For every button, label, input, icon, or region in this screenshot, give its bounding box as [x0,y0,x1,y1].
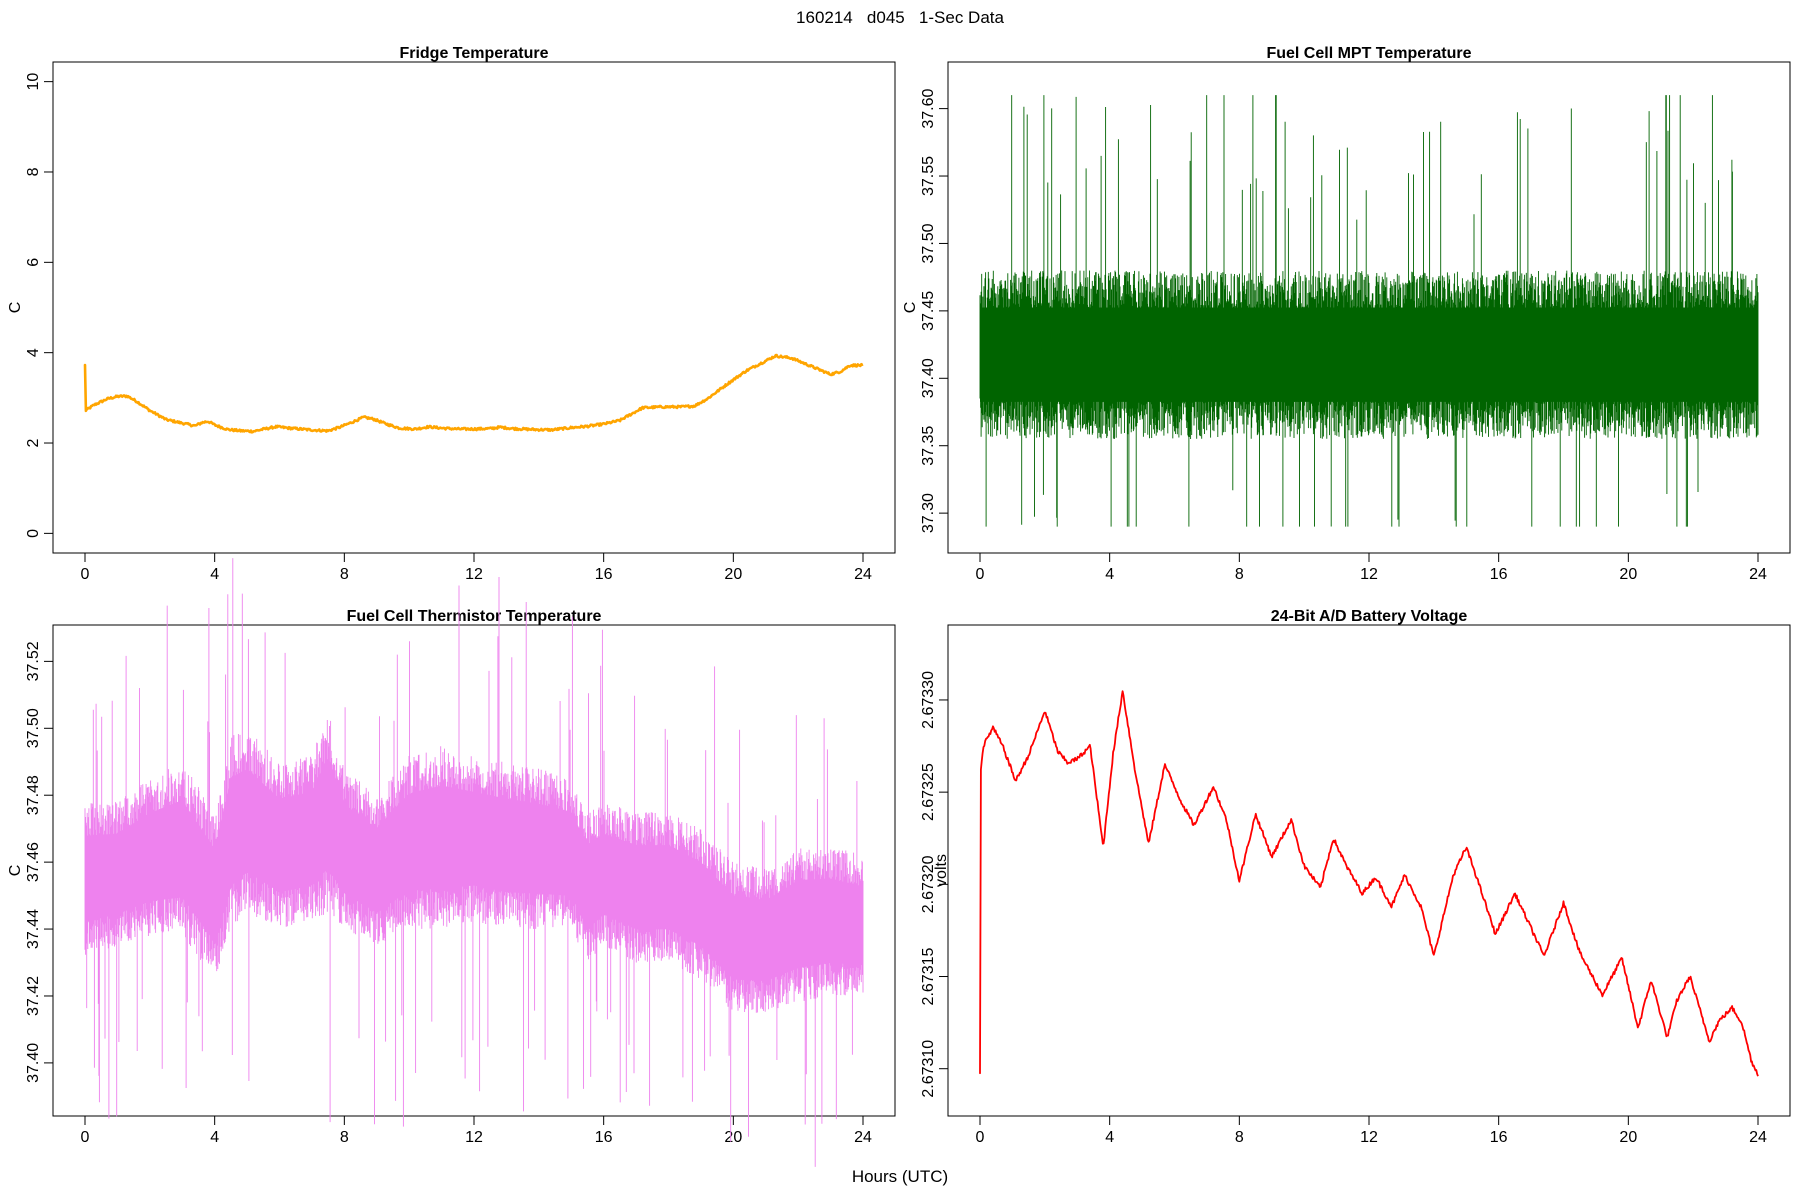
y-tick-label: 2 [25,438,42,447]
x-tick-label: 24 [854,566,872,583]
chart-panel-2: Fuel Cell MPT Temperature C 0 4 8 12 16 20 24 37.… [902,45,1791,583]
series-band [980,307,1758,402]
x-tick-label: 24 [1749,1129,1767,1146]
y-tick-label: 10 [25,73,42,91]
series-marks [979,95,1759,527]
x-tick-label: 0 [976,566,985,583]
y-tick-label: 0 [25,529,42,538]
figure-title: 160214 d045 1-Sec Data [796,8,1004,27]
x-axis: 0 4 8 12 16 20 24 [976,552,1767,583]
x-tick-label: 12 [1360,566,1378,583]
plot-frame [947,624,1791,1117]
y-tick-label: 37.52 [25,641,42,681]
chart-title: 24-Bit A/D Battery Voltage [1271,608,1468,625]
x-tick-label: 8 [340,566,349,583]
plot-frame [52,61,896,554]
y-axis: 0 2 4 6 8 10 [25,73,54,538]
x-tick-label: 24 [1749,566,1767,583]
y-tick-label: 2.67325 [920,763,937,821]
y-tick-label: 37.46 [25,842,42,882]
x-tick-label: 4 [210,1129,219,1146]
x-tick-label: 12 [1360,1129,1378,1146]
x-axis: 0 4 8 12 16 20 24 [81,552,872,583]
x-tick-label: 4 [1105,1129,1114,1146]
y-tick-label: 2.67320 [920,855,937,913]
y-tick-label: 37.55 [920,156,937,196]
y-axis-label: volts [933,854,950,887]
y-tick-label: 2.67315 [920,948,937,1006]
x-tick-label: 16 [1490,566,1508,583]
series-marks [84,558,864,1167]
y-axis: 37.30 37.35 37.40 37.45 37.50 37.55 37.60 [920,88,949,533]
y-axis-label: C [902,302,919,314]
x-axis: 0 4 8 12 16 20 24 [81,1115,872,1146]
y-tick-label: 37.42 [25,976,42,1016]
x-tick-label: 12 [465,1129,483,1146]
y-tick-label: 37.40 [920,358,937,398]
x-tick-label: 20 [1619,566,1637,583]
x-tick-label: 12 [465,566,483,583]
x-axis-caption: Hours (UTC) [851,1167,949,1186]
series-line [83,353,864,434]
series-marks [979,690,1759,1077]
x-tick-label: 16 [1490,1129,1508,1146]
y-tick-label: 37.35 [920,426,937,466]
y-axis: 2.67310 2.67315 2.67320 2.67325 2.67330 [920,671,949,1098]
chart-panel-4: 24-Bit A/D Battery Voltage volts 0 4 8 12 16 20… [920,608,1791,1146]
x-tick-label: 20 [724,1129,742,1146]
y-tick-label: 37.30 [920,493,937,533]
x-tick-label: 16 [595,1129,613,1146]
y-tick-label: 37.44 [25,909,42,949]
chart-title: Fuel Cell MPT Temperature [1266,45,1471,62]
y-tick-label: 8 [25,167,42,176]
y-axis-label: C [7,302,24,314]
chart-title: Fridge Temperature [399,45,548,62]
x-tick-label: 8 [1235,1129,1244,1146]
x-tick-label: 0 [976,1129,985,1146]
x-tick-label: 0 [81,566,90,583]
y-tick-label: 6 [25,258,42,267]
x-tick-label: 4 [1105,566,1114,583]
y-axis-label: C [7,865,24,877]
y-tick-label: 37.40 [25,1043,42,1083]
x-tick-label: 20 [724,566,742,583]
series-line [979,690,1759,1077]
series-band [85,760,863,982]
y-axis: 37.40 37.42 37.44 37.46 37.48 37.50 37.52 [25,641,54,1083]
y-tick-label: 37.45 [920,291,937,331]
x-tick-label: 0 [81,1129,90,1146]
x-tick-label: 16 [595,566,613,583]
y-tick-label: 2.67310 [920,1040,937,1098]
y-tick-label: 2.67330 [920,671,937,729]
y-tick-label: 37.48 [25,775,42,815]
y-tick-label: 37.50 [920,223,937,263]
y-tick-label: 37.50 [25,708,42,748]
x-tick-label: 8 [340,1129,349,1146]
chart-title: Fuel Cell Thermistor Temperature [347,608,602,625]
x-axis: 0 4 8 12 16 20 24 [976,1115,1767,1146]
x-tick-label: 4 [210,566,219,583]
x-tick-label: 24 [854,1129,872,1146]
x-tick-label: 8 [1235,566,1244,583]
series-marks [83,353,864,434]
x-tick-label: 20 [1619,1129,1637,1146]
y-tick-label: 4 [25,348,42,357]
chart-panel-3: Fuel Cell Thermistor Temperature C 0 4 8 12 16… [7,558,896,1167]
y-tick-label: 37.60 [920,88,937,128]
